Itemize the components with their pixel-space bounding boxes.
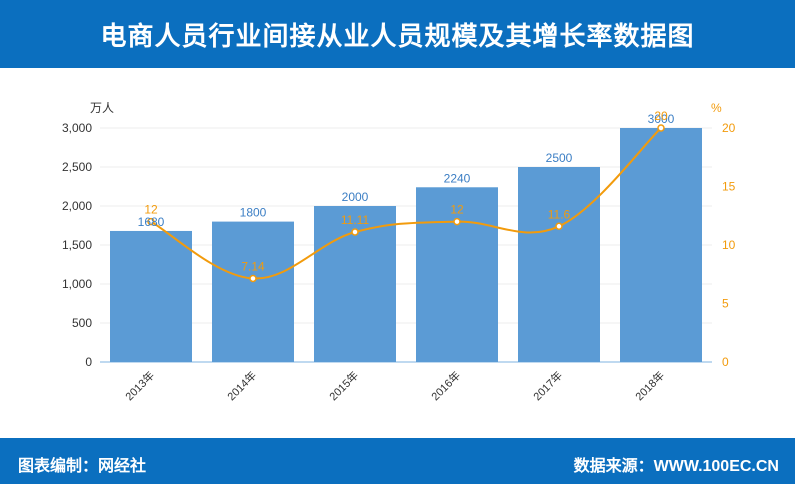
right-axis-tick-label: 15 (722, 180, 736, 194)
bar (212, 221, 294, 362)
line-value-label: 11.6 (548, 207, 571, 221)
left-axis-tick-label: 0 (85, 355, 92, 369)
bar-value-label: 2240 (444, 171, 471, 185)
bar-value-label: 1680 (138, 215, 165, 229)
left-axis-tick-label: 1,500 (62, 238, 92, 252)
right-axis-tick-label: 20 (722, 121, 736, 135)
bar-value-label: 2500 (546, 151, 573, 165)
data-source: 数据来源：WWW.100EC.CN (573, 458, 779, 475)
x-axis-tick-label: 2014年 (224, 368, 259, 403)
x-axis-tick-label: 2017年 (530, 368, 565, 403)
growth-rate-point (351, 228, 359, 236)
line-value-label: 12 (144, 203, 158, 217)
bar-series (110, 128, 702, 362)
line-value-label: 7.14 (241, 259, 265, 273)
x-axis-tick-label: 2013年 (122, 368, 157, 403)
x-axis-ticks: 2013年 2014年 2015年 2016年 2017年 2018年 (122, 368, 667, 403)
bar (518, 167, 600, 362)
growth-rate-point (453, 217, 461, 226)
combo-chart: 万人 % 0 500 1,000 1,500 2,000 2,500 3,000 0 5 10 1… (62, 101, 736, 403)
x-axis-tick-label: 2016年 (428, 368, 463, 403)
chart-title: 电商人员行业间接从业人员规模及其增长率数据图 (0, 0, 795, 68)
bar (416, 187, 498, 362)
growth-rate-point (249, 274, 257, 283)
bar-value-label: 1800 (240, 206, 267, 220)
right-axis-unit: % (711, 101, 722, 115)
growth-rate-point (657, 124, 665, 132)
growth-rate-series (147, 124, 665, 283)
growth-rate-point (147, 217, 155, 226)
chart-credit: 图表编制：网经社 (18, 458, 147, 475)
x-axis-tick-label: 2018年 (632, 368, 667, 403)
x-axis-tick-label: 2015年 (326, 368, 361, 403)
bar (620, 128, 702, 362)
line-value-label: 12 (450, 203, 464, 217)
left-axis-unit: 万人 (90, 101, 114, 115)
bar-data-labels: 1680 1800 2000 2240 2500 3000 (138, 112, 675, 229)
left-axis-tick-label: 2,500 (62, 160, 92, 174)
left-axis-tick-label: 2,000 (62, 199, 92, 213)
right-axis-tick-label: 10 (722, 238, 736, 252)
left-axis-ticks: 0 500 1,000 1,500 2,000 2,500 3,000 (62, 121, 92, 369)
line-value-label: 11.11 (341, 213, 370, 227)
bar (110, 230, 192, 362)
left-axis-tick-label: 3,000 (62, 121, 92, 135)
growth-rate-line (150, 127, 662, 280)
footer-bar: 图表编制：网经社 数据来源：WWW.100EC.CN (0, 438, 795, 484)
right-axis-tick-label: 5 (722, 297, 729, 311)
left-axis-tick-label: 1,000 (62, 277, 92, 291)
bar-value-label: 2000 (342, 190, 369, 204)
growth-rate-point (555, 222, 563, 231)
right-axis-ticks: 0 5 10 15 20 (722, 121, 736, 369)
left-axis-tick-label: 500 (72, 316, 92, 330)
line-value-label: 20 (654, 109, 668, 123)
right-axis-tick-label: 0 (722, 355, 729, 369)
bar-value-label: 3000 (648, 112, 675, 126)
line-data-labels: 12 7.14 11.11 12 11.6 20 (144, 109, 668, 273)
gridlines (100, 127, 712, 363)
